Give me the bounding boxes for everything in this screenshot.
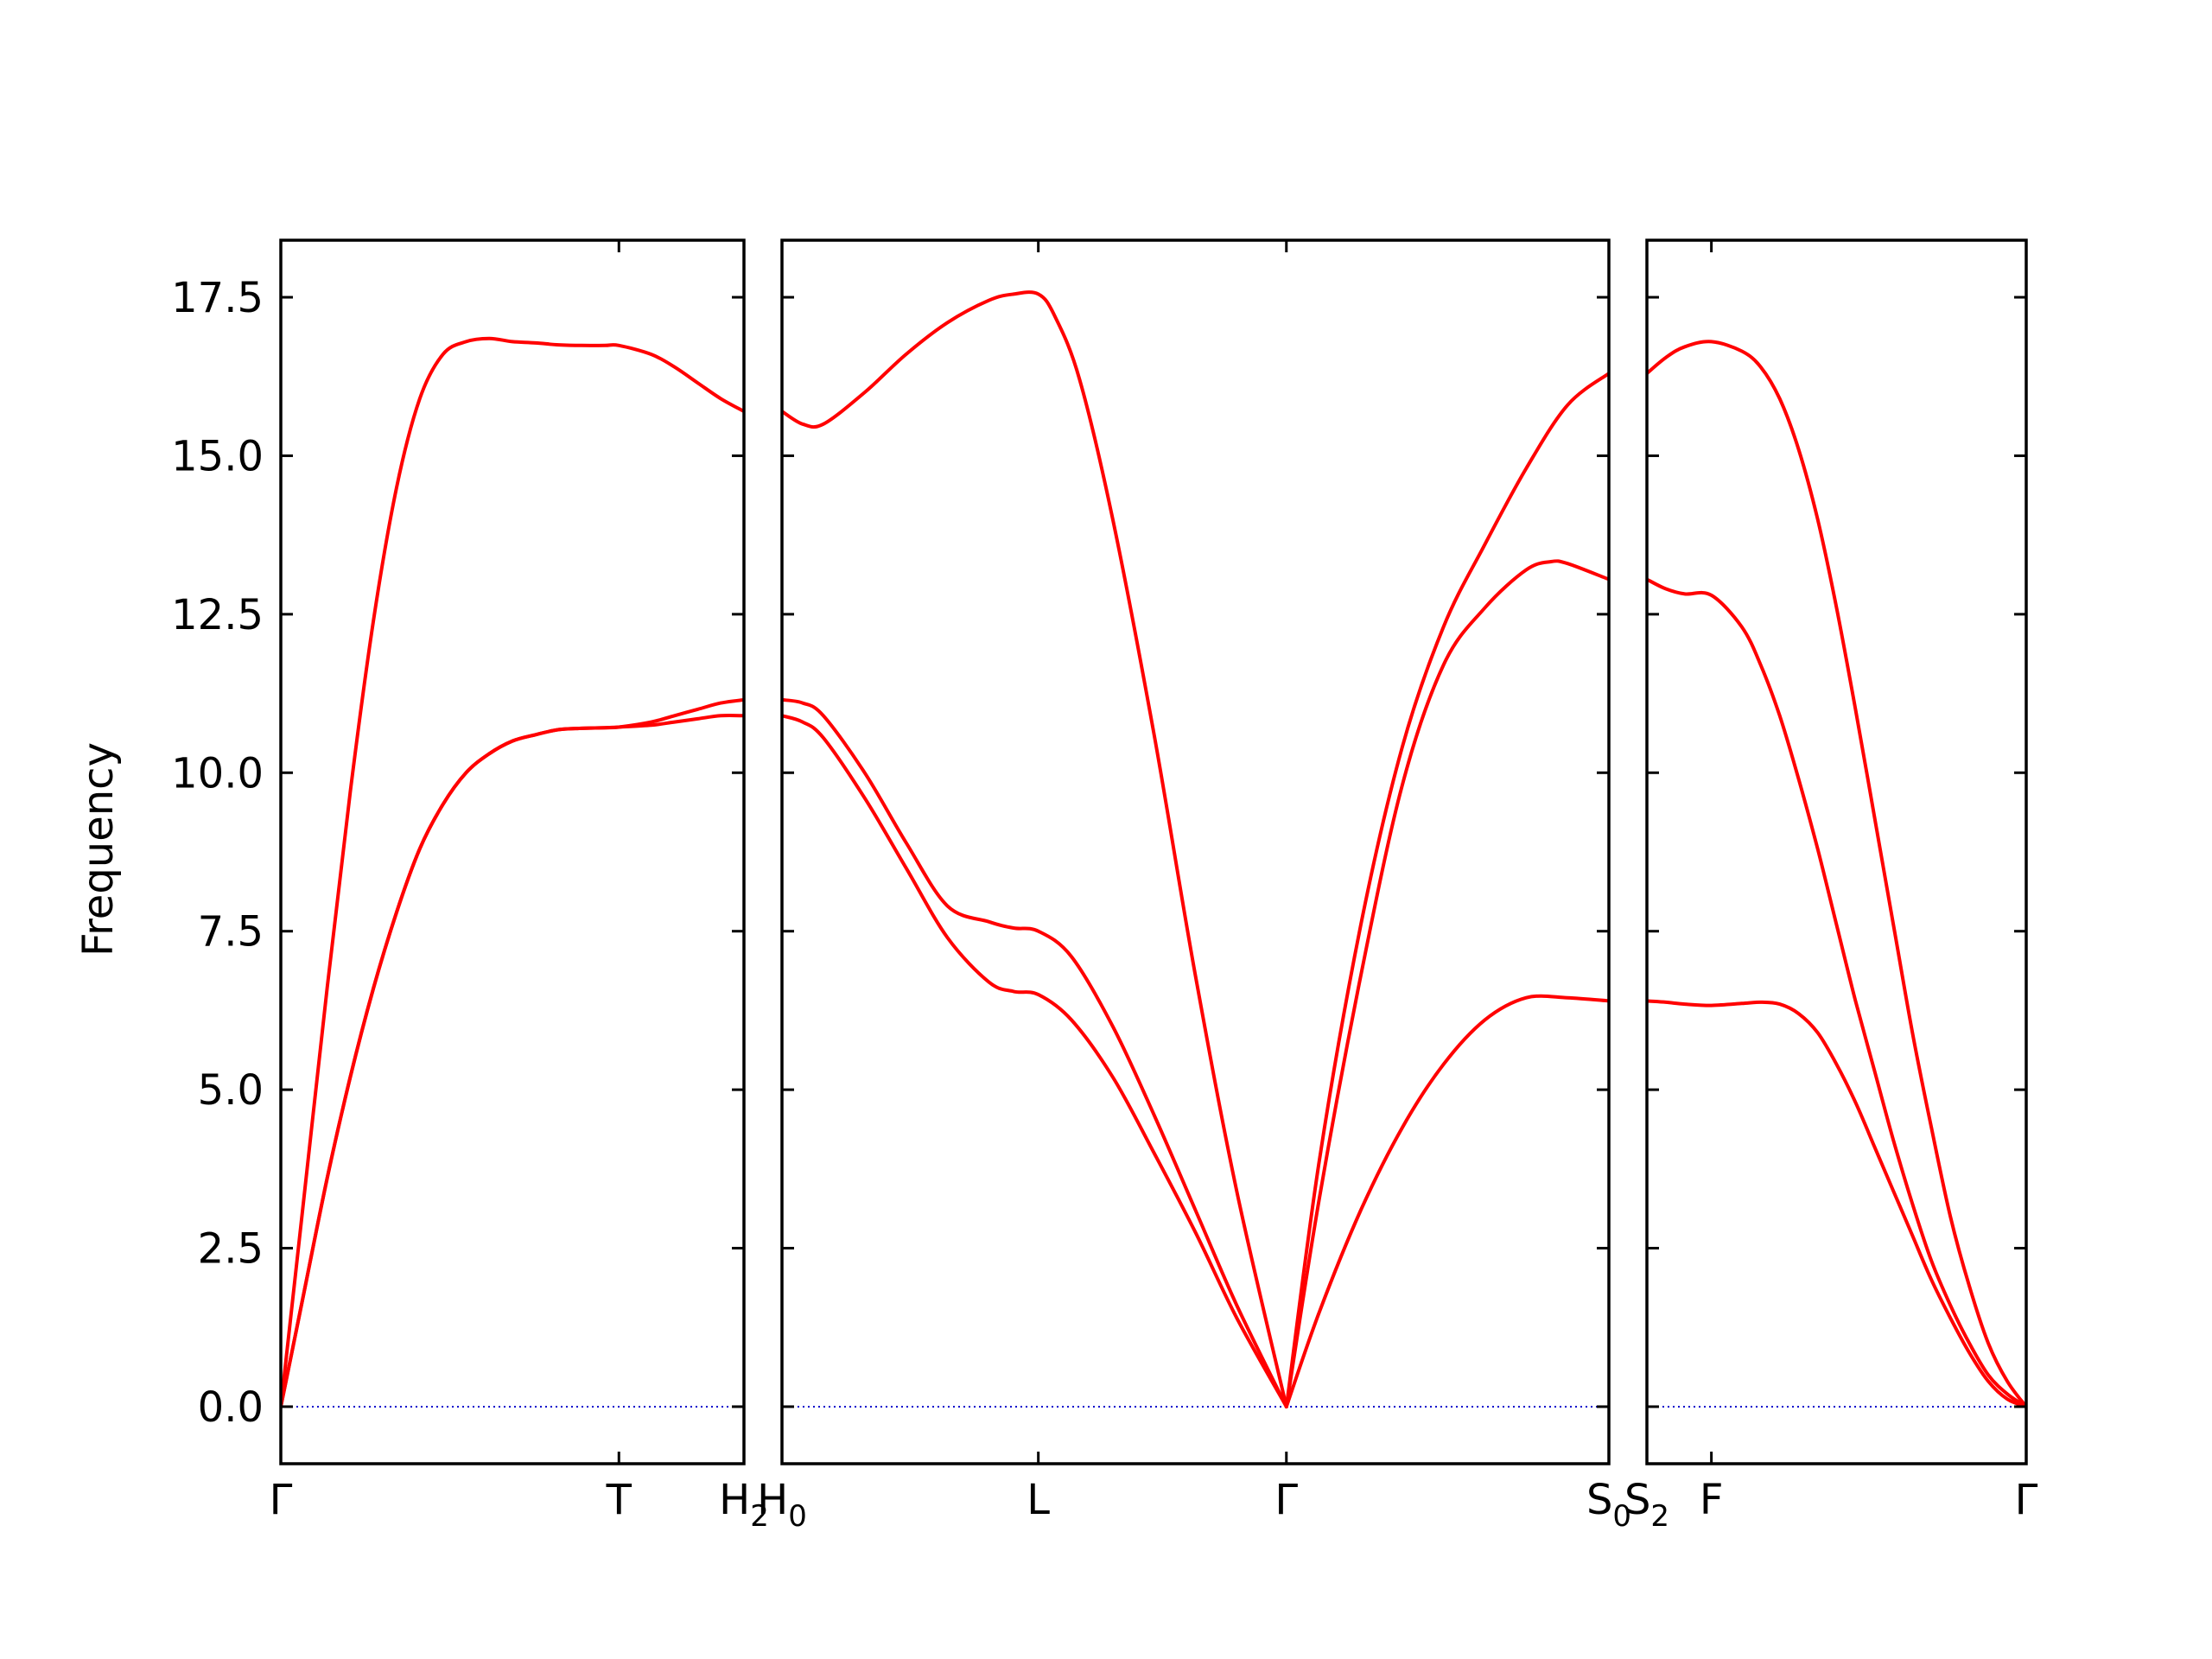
panel-1: Γ T H2 — [270, 238, 769, 1534]
band-line-1 — [1647, 340, 2026, 1408]
y-tick-label: 12.5 — [171, 591, 264, 639]
panel-frame — [279, 238, 746, 1465]
x-tick-label: Γ — [270, 1476, 293, 1524]
y-tick-label: 10.0 — [171, 749, 264, 798]
x-tick-label: L — [1027, 1476, 1050, 1524]
x-tick-label: Γ — [1274, 1476, 1298, 1524]
band-line-2 — [1647, 577, 2026, 1408]
band-line-3 — [1284, 559, 1609, 1408]
panel-3: S2 F Γ — [1624, 238, 2038, 1534]
y-tick-label: 7.5 — [198, 908, 264, 957]
panel-frame — [780, 238, 1611, 1465]
y-tick-label: 17.5 — [171, 274, 264, 322]
band-line-3 — [1647, 999, 2026, 1408]
y-tick-label: 2.5 — [198, 1225, 264, 1274]
band-line-4 — [1284, 994, 1609, 1408]
panel-frame — [1645, 238, 2028, 1465]
band-line-1 — [782, 290, 1288, 1408]
y-tick-label: 0.0 — [198, 1383, 264, 1432]
band-line-5 — [782, 697, 1288, 1408]
band-line-1 — [281, 336, 744, 1408]
panel-2: H0 L Γ S0 — [757, 238, 1631, 1534]
x-tick-label: T — [606, 1476, 632, 1524]
x-tick-label: Γ — [2015, 1476, 2038, 1524]
y-tick-label: 15.0 — [171, 432, 264, 480]
band-line-3 — [281, 713, 744, 1408]
y-axis-tick-labels: 0.0 2.5 5.0 7.5 10.0 12.5 15.0 17.5 — [171, 274, 264, 1432]
x-tick-label: F — [1700, 1476, 1724, 1524]
band-line-2 — [1284, 372, 1609, 1408]
y-tick-label: 5.0 — [198, 1066, 264, 1115]
y-axis-title: Frequency — [74, 742, 123, 957]
band-line-6 — [782, 714, 1288, 1408]
